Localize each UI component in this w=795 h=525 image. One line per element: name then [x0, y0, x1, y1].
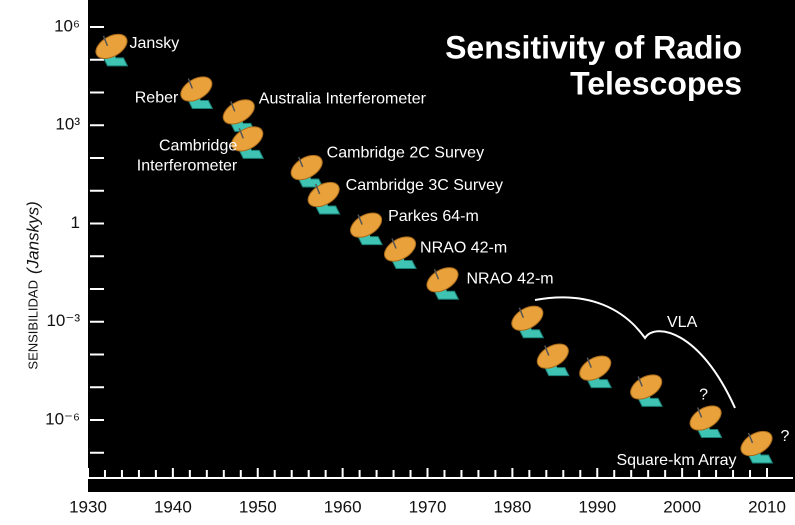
telescope-marker: [231, 126, 265, 159]
x-tick-label: 1990: [578, 497, 616, 516]
telescope-marker: [630, 374, 663, 407]
point-label: Cambridge 3C Survey: [346, 177, 503, 194]
telescope-dish: [426, 267, 459, 293]
telescope-dish: [222, 99, 255, 125]
point-label: Cambridge: [159, 138, 237, 155]
point-label: Parkes 64-m: [388, 208, 479, 225]
y-tick-label: 10⁶: [54, 16, 80, 35]
point-label: Cambridge 2C Survey: [327, 144, 484, 161]
x-tick-label: 1950: [239, 497, 277, 516]
telescope-feed: [544, 345, 550, 356]
x-tick-label: 1970: [409, 497, 447, 516]
telescope-dish: [350, 212, 383, 238]
telescope-feed: [314, 183, 321, 195]
telescope-base: [544, 367, 570, 377]
telescope-dish: [180, 76, 213, 102]
y-tick-label: 10⁻³: [46, 311, 80, 330]
x-tick-label: 1960: [324, 497, 362, 516]
y-tick-label: 10⁻⁶: [45, 409, 80, 428]
telescope-dish: [307, 181, 340, 208]
telescope-base: [357, 236, 383, 246]
annotation: VLA: [667, 314, 698, 331]
telescope-feed: [230, 101, 236, 112]
telescope-feed: [586, 357, 592, 368]
point-label: Reber: [135, 90, 179, 107]
telescope-feed: [433, 268, 440, 280]
telescope-base: [518, 329, 545, 339]
y-tick-label: 1: [71, 213, 80, 232]
chart-title: Telescopes: [570, 65, 742, 101]
telescope-marker: [383, 236, 417, 270]
telescope-base: [637, 397, 663, 407]
telescope-feed: [747, 432, 754, 444]
telescope-marker: [222, 99, 256, 132]
telescope-dish: [689, 405, 722, 431]
telescope-base: [391, 260, 417, 270]
telescope-dish: [231, 126, 264, 152]
telescope-dish: [740, 430, 773, 457]
telescope-feed: [518, 307, 525, 319]
telescope-base: [747, 454, 774, 464]
telescope-feed: [696, 407, 703, 418]
telescope-base: [696, 428, 723, 438]
telescope-marker: [350, 212, 383, 246]
point-label: NRAO 42-m: [420, 240, 507, 257]
telescope-marker: [307, 181, 341, 215]
telescope-feed: [637, 376, 643, 387]
telescope-dish: [630, 374, 663, 400]
x-tick-label: 1930: [69, 497, 107, 516]
telescope-marker: [180, 76, 214, 109]
y-tick-label: 10³: [55, 115, 80, 134]
telescope-marker: [579, 355, 613, 389]
telescope-dish: [383, 236, 417, 262]
telescope-feed: [187, 78, 194, 89]
y-label: SENSIBILIDAD: [25, 280, 40, 370]
point-label: ?: [781, 428, 790, 445]
x-tick-label: 2010: [748, 497, 786, 516]
telescope-base: [433, 290, 460, 300]
y-axis-label: SENSIBILIDAD (Janskys): [23, 201, 42, 369]
telescope-marker: [426, 267, 460, 300]
telescope-dish: [511, 305, 544, 331]
point-label: Jansky: [129, 35, 179, 52]
telescope-feed: [102, 35, 109, 47]
y-label-unit: (Janskys): [23, 201, 42, 274]
telescope-feed: [238, 128, 244, 139]
telescope-feed: [357, 214, 363, 225]
telescope-marker: [740, 430, 774, 464]
telescope-feed: [297, 156, 304, 168]
telescope-base: [102, 57, 129, 67]
vla-brace: [534, 296, 736, 409]
telescope-marker: [689, 405, 723, 438]
point-label: NRAO 42-m: [466, 270, 553, 287]
telescope-dish: [290, 154, 323, 181]
telescope-dish: [536, 343, 569, 369]
chart-title: Sensitivity of Radio: [445, 29, 742, 65]
telescope-dish: [579, 355, 612, 381]
telescope-marker: [536, 343, 570, 377]
telescope-marker: [95, 33, 129, 67]
x-tick-label: 1980: [493, 497, 531, 516]
point-label: Square-km Array: [616, 452, 736, 469]
point-label: Interferometer: [137, 158, 238, 175]
telescope-base: [314, 205, 341, 215]
x-tick-label: 1940: [154, 497, 192, 516]
telescope-base: [238, 149, 265, 159]
telescope-base: [187, 100, 214, 109]
telescope-marker: [290, 154, 324, 188]
telescope-marker: [511, 305, 545, 339]
telescope-dish: [95, 33, 128, 60]
point-label: ?: [699, 387, 708, 404]
x-tick-label: 2000: [663, 497, 701, 516]
point-label: Australia Interferometer: [259, 91, 427, 108]
telescope-feed: [391, 238, 397, 249]
telescope-base: [586, 379, 613, 389]
